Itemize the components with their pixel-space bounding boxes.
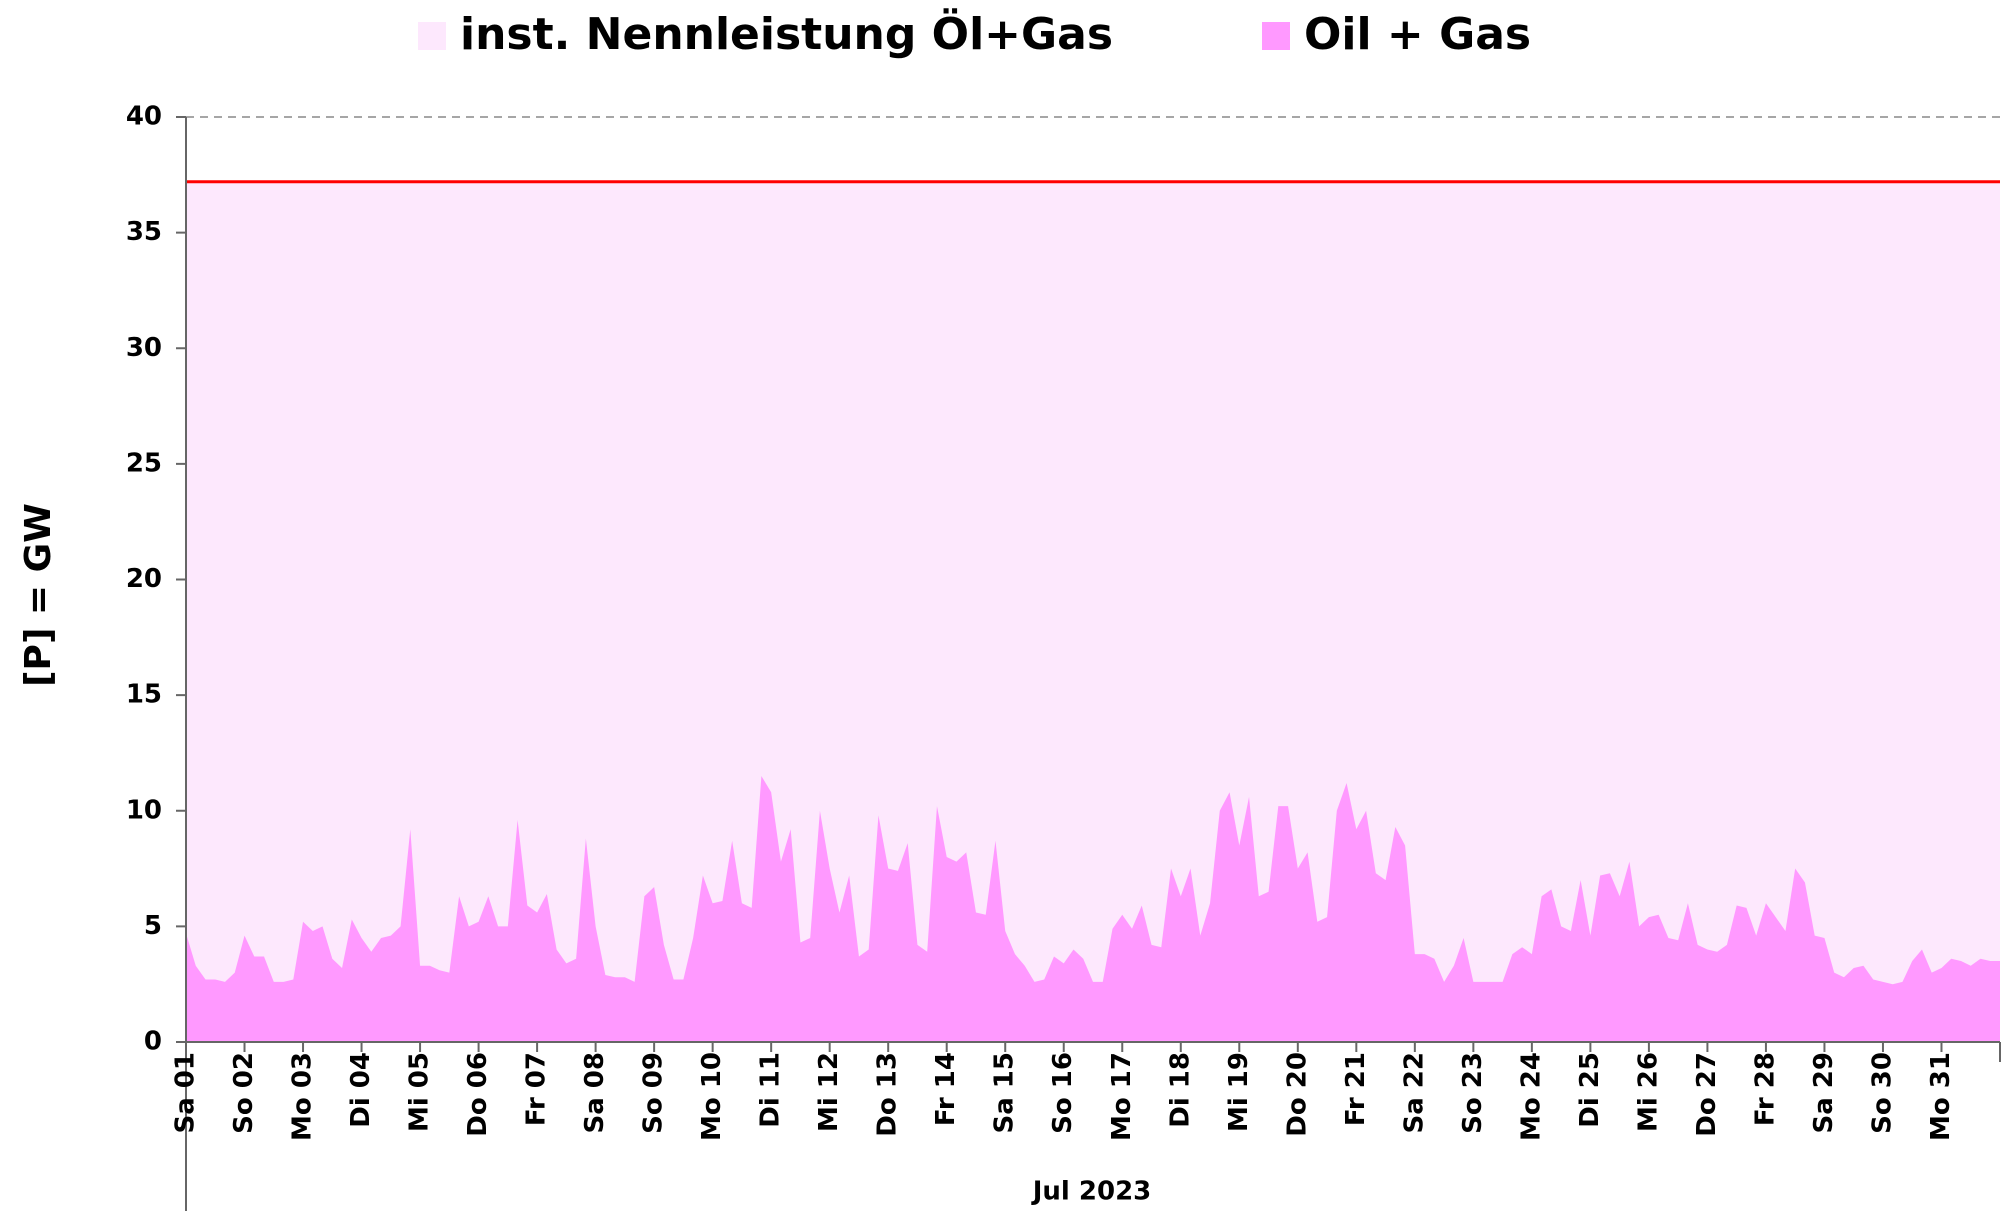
x-tick-label: Mi 05 (405, 1052, 435, 1132)
x-group-label: Jul 2023 (1031, 1177, 1152, 1207)
y-tick-label: 10 (126, 795, 162, 825)
y-tick-label: 0 (144, 1027, 162, 1057)
x-tick-label: Mo 17 (1107, 1052, 1137, 1141)
x-tick-label: Do 20 (1282, 1052, 1312, 1137)
y-tick-label: 15 (126, 680, 162, 710)
x-tick-label: Mo 10 (697, 1052, 727, 1141)
x-tick-label: Di 18 (1165, 1052, 1195, 1128)
x-tick-label: Mi 12 (814, 1052, 844, 1132)
legend-label: Oil + Gas (1304, 9, 1531, 60)
x-tick-label: Di 04 (346, 1052, 376, 1128)
x-tick-label: Mi 26 (1633, 1052, 1663, 1132)
x-tick-label: Sa 15 (990, 1052, 1020, 1134)
x-tick-label: Mo 24 (1516, 1052, 1546, 1141)
x-tick-label: Fr 21 (1341, 1052, 1371, 1126)
x-tick-label: Mi 19 (1224, 1052, 1254, 1132)
x-tick-label: So 23 (1458, 1052, 1488, 1134)
x-tick-label: Mo 31 (1926, 1052, 1956, 1141)
legend-label: inst. Nennleistung Öl+Gas (460, 7, 1113, 60)
x-tick-label: Do 27 (1692, 1052, 1722, 1137)
x-tick-label: Di 11 (756, 1052, 786, 1128)
area (186, 181, 2000, 1042)
x-tick-label: Di 25 (1575, 1052, 1605, 1128)
x-tick-label: Do 06 (463, 1052, 493, 1137)
x-tick-label: Fr 14 (931, 1052, 961, 1126)
y-tick-label: 40 (126, 102, 162, 132)
legend-swatch (1262, 22, 1290, 50)
area (186, 776, 2000, 1042)
x-tick-label: So 09 (639, 1052, 669, 1134)
x-tick-label: So 16 (1048, 1052, 1078, 1134)
x-tick-label: Fr 07 (522, 1052, 552, 1126)
x-tick-label: Fr 28 (1750, 1052, 1780, 1126)
x-tick-label: So 30 (1867, 1052, 1897, 1134)
x-tick-label: Sa 22 (1399, 1052, 1429, 1134)
y-tick-label: 30 (126, 333, 162, 363)
y-tick-label: 35 (126, 217, 162, 247)
y-tick-label: 20 (126, 564, 162, 594)
x-tick-label: Sa 01 (171, 1052, 201, 1134)
x-tick-label: So 02 (229, 1052, 259, 1134)
x-tick-label: Sa 08 (580, 1052, 610, 1134)
y-tick-label: 5 (144, 911, 162, 941)
legend-swatch (418, 22, 446, 50)
x-tick-label: Sa 29 (1809, 1052, 1839, 1134)
x-tick-label: Mo 03 (288, 1052, 318, 1141)
y-axis-title: [P] = GW (18, 503, 59, 687)
x-tick-label: Do 13 (873, 1052, 903, 1137)
y-tick-label: 25 (126, 448, 162, 478)
